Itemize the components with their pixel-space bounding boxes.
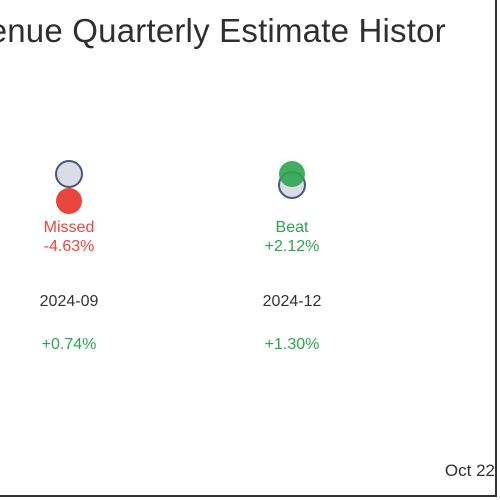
estimate-marker [55, 160, 83, 188]
change-label: +1.30% [265, 336, 320, 353]
result-label: Beat [276, 219, 309, 236]
period-label: 2024-09 [40, 293, 99, 310]
footer-date: Oct 22 [444, 461, 495, 480]
period-label: 20 [496, 293, 497, 310]
surprise-label: +2.12% [265, 238, 320, 255]
surprise-label: -4.63% [44, 238, 95, 255]
actual-marker [279, 161, 305, 187]
actual-marker [56, 188, 82, 214]
period-label: 2024-12 [263, 293, 322, 310]
result-label: Missed [44, 219, 95, 236]
chart-title: venue Quarterly Estimate Histor [0, 12, 446, 49]
change-label: +0.74% [42, 336, 97, 353]
